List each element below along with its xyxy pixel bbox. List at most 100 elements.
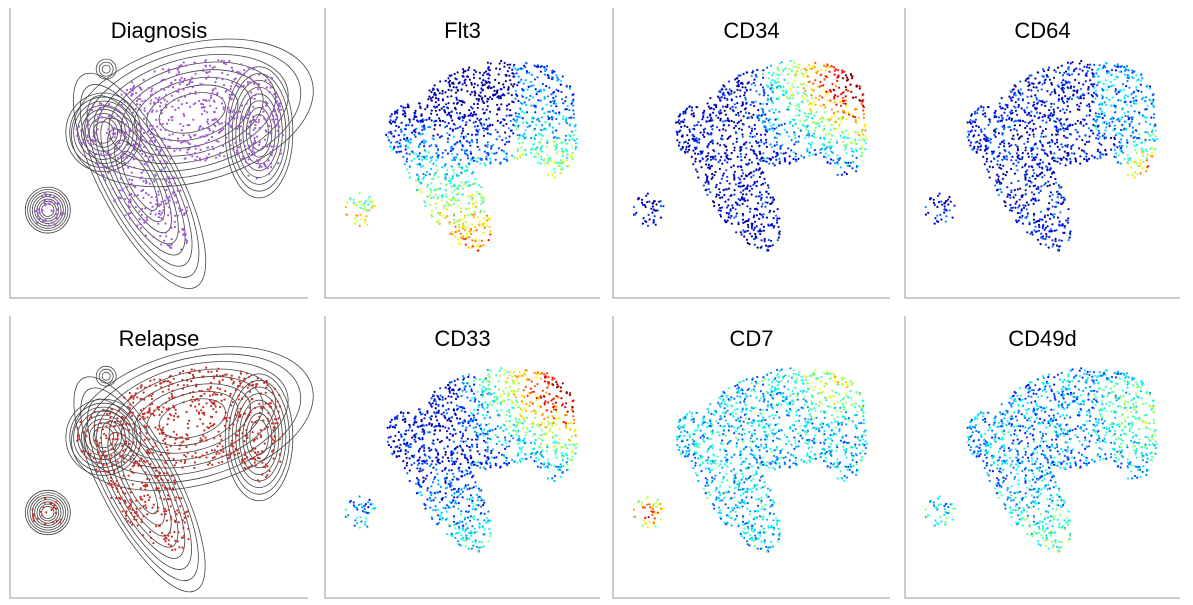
cell-dot	[1036, 175, 1039, 178]
cell-dot	[765, 84, 769, 87]
cell-dot	[220, 59, 223, 62]
cell-dot	[178, 210, 182, 213]
cell-dot	[760, 205, 763, 208]
cell-dot	[1066, 73, 1069, 76]
cell-dot	[221, 97, 224, 100]
cell-dot	[191, 155, 194, 158]
cell-dot	[1064, 70, 1068, 73]
cell-dot	[414, 109, 417, 112]
cell-dot	[228, 109, 231, 112]
cell-dot	[171, 133, 174, 136]
cell-dot	[860, 102, 863, 105]
cell-dot	[257, 121, 260, 124]
cell-dot	[132, 89, 135, 92]
cell-dot	[762, 110, 765, 114]
cell-dot	[237, 72, 240, 75]
cell-dot	[767, 192, 770, 195]
cell-dot	[688, 130, 692, 133]
cell-dot	[1028, 133, 1031, 137]
cell-dot	[462, 222, 465, 225]
axes	[9, 8, 308, 299]
cell-dot	[453, 189, 456, 192]
cell-dot	[826, 161, 829, 164]
cell-dot	[571, 151, 574, 155]
cell-dot	[1060, 143, 1063, 146]
cell-dot	[987, 146, 990, 149]
cell-dot	[982, 109, 985, 112]
cell-dot	[791, 83, 794, 86]
cell-dot	[976, 109, 979, 112]
cell-dot	[1020, 107, 1023, 110]
cell-dot	[458, 225, 461, 229]
cell-dot	[413, 157, 416, 161]
cell-dot	[726, 179, 729, 183]
cell-dot	[160, 243, 163, 246]
cell-dot	[1113, 64, 1116, 67]
cell-dot	[553, 135, 556, 139]
cell-dot	[774, 155, 777, 158]
cell-dot	[404, 124, 408, 127]
cell-dot	[706, 102, 709, 105]
cell-dot	[1022, 204, 1025, 207]
cell-dot	[497, 73, 500, 76]
cell-dot	[511, 68, 514, 71]
cell-dot	[523, 101, 526, 104]
cell-dot	[194, 102, 197, 105]
cell-dot	[545, 145, 548, 148]
cell-dot	[800, 72, 803, 75]
cell-dot	[806, 147, 809, 150]
cell-dot	[88, 152, 91, 155]
cell-dot	[998, 181, 1001, 184]
cell-dot	[1035, 98, 1038, 101]
cell-dot	[561, 152, 564, 155]
cell-dot	[691, 137, 694, 140]
cell-dot	[363, 208, 366, 211]
cell-dot	[749, 132, 752, 135]
cell-dot	[142, 169, 145, 172]
cell-dot	[267, 159, 270, 162]
cell-dot	[189, 153, 192, 156]
cell-dot	[1045, 165, 1048, 168]
cell-dot	[489, 86, 492, 90]
cell-dot	[771, 244, 774, 247]
cell-dot	[469, 144, 472, 147]
cell-dot	[1046, 185, 1049, 188]
cell-dot	[148, 140, 151, 143]
cell-dot	[128, 217, 132, 220]
cell-dot	[778, 230, 781, 233]
cell-dot	[531, 147, 534, 150]
cell-dot	[727, 204, 730, 207]
cell-dot	[757, 109, 760, 112]
cell-dot	[565, 159, 569, 162]
cell-dot	[194, 158, 197, 161]
cell-dot	[704, 173, 707, 176]
cell-dot	[452, 147, 455, 151]
cell-dot	[222, 106, 225, 109]
cell-dot	[720, 206, 724, 209]
cell-dot	[260, 148, 263, 151]
cell-dot	[969, 119, 972, 122]
cell-dot	[464, 220, 468, 223]
cell-dot	[38, 212, 41, 215]
cell-dot	[483, 162, 486, 165]
cell-dot	[796, 92, 799, 95]
cell-dot	[497, 81, 501, 85]
cell-dot	[765, 160, 768, 163]
cell-dot	[559, 172, 562, 175]
cell-dot	[406, 157, 409, 160]
cell-dot	[434, 202, 437, 205]
cell-dot	[212, 110, 216, 113]
cell-dot	[184, 95, 187, 98]
cell-dot	[485, 224, 489, 227]
cell-dot	[1053, 110, 1056, 114]
cell-dot	[526, 88, 529, 91]
cell-dot	[844, 102, 847, 105]
cell-dot	[837, 69, 840, 72]
cell-dot	[165, 106, 168, 109]
cell-dot	[246, 80, 249, 84]
cell-dot	[761, 73, 764, 76]
cell-dot	[1032, 169, 1035, 172]
cell-dot	[450, 178, 453, 181]
cell-dot	[799, 119, 802, 123]
cell-dot	[750, 235, 754, 238]
